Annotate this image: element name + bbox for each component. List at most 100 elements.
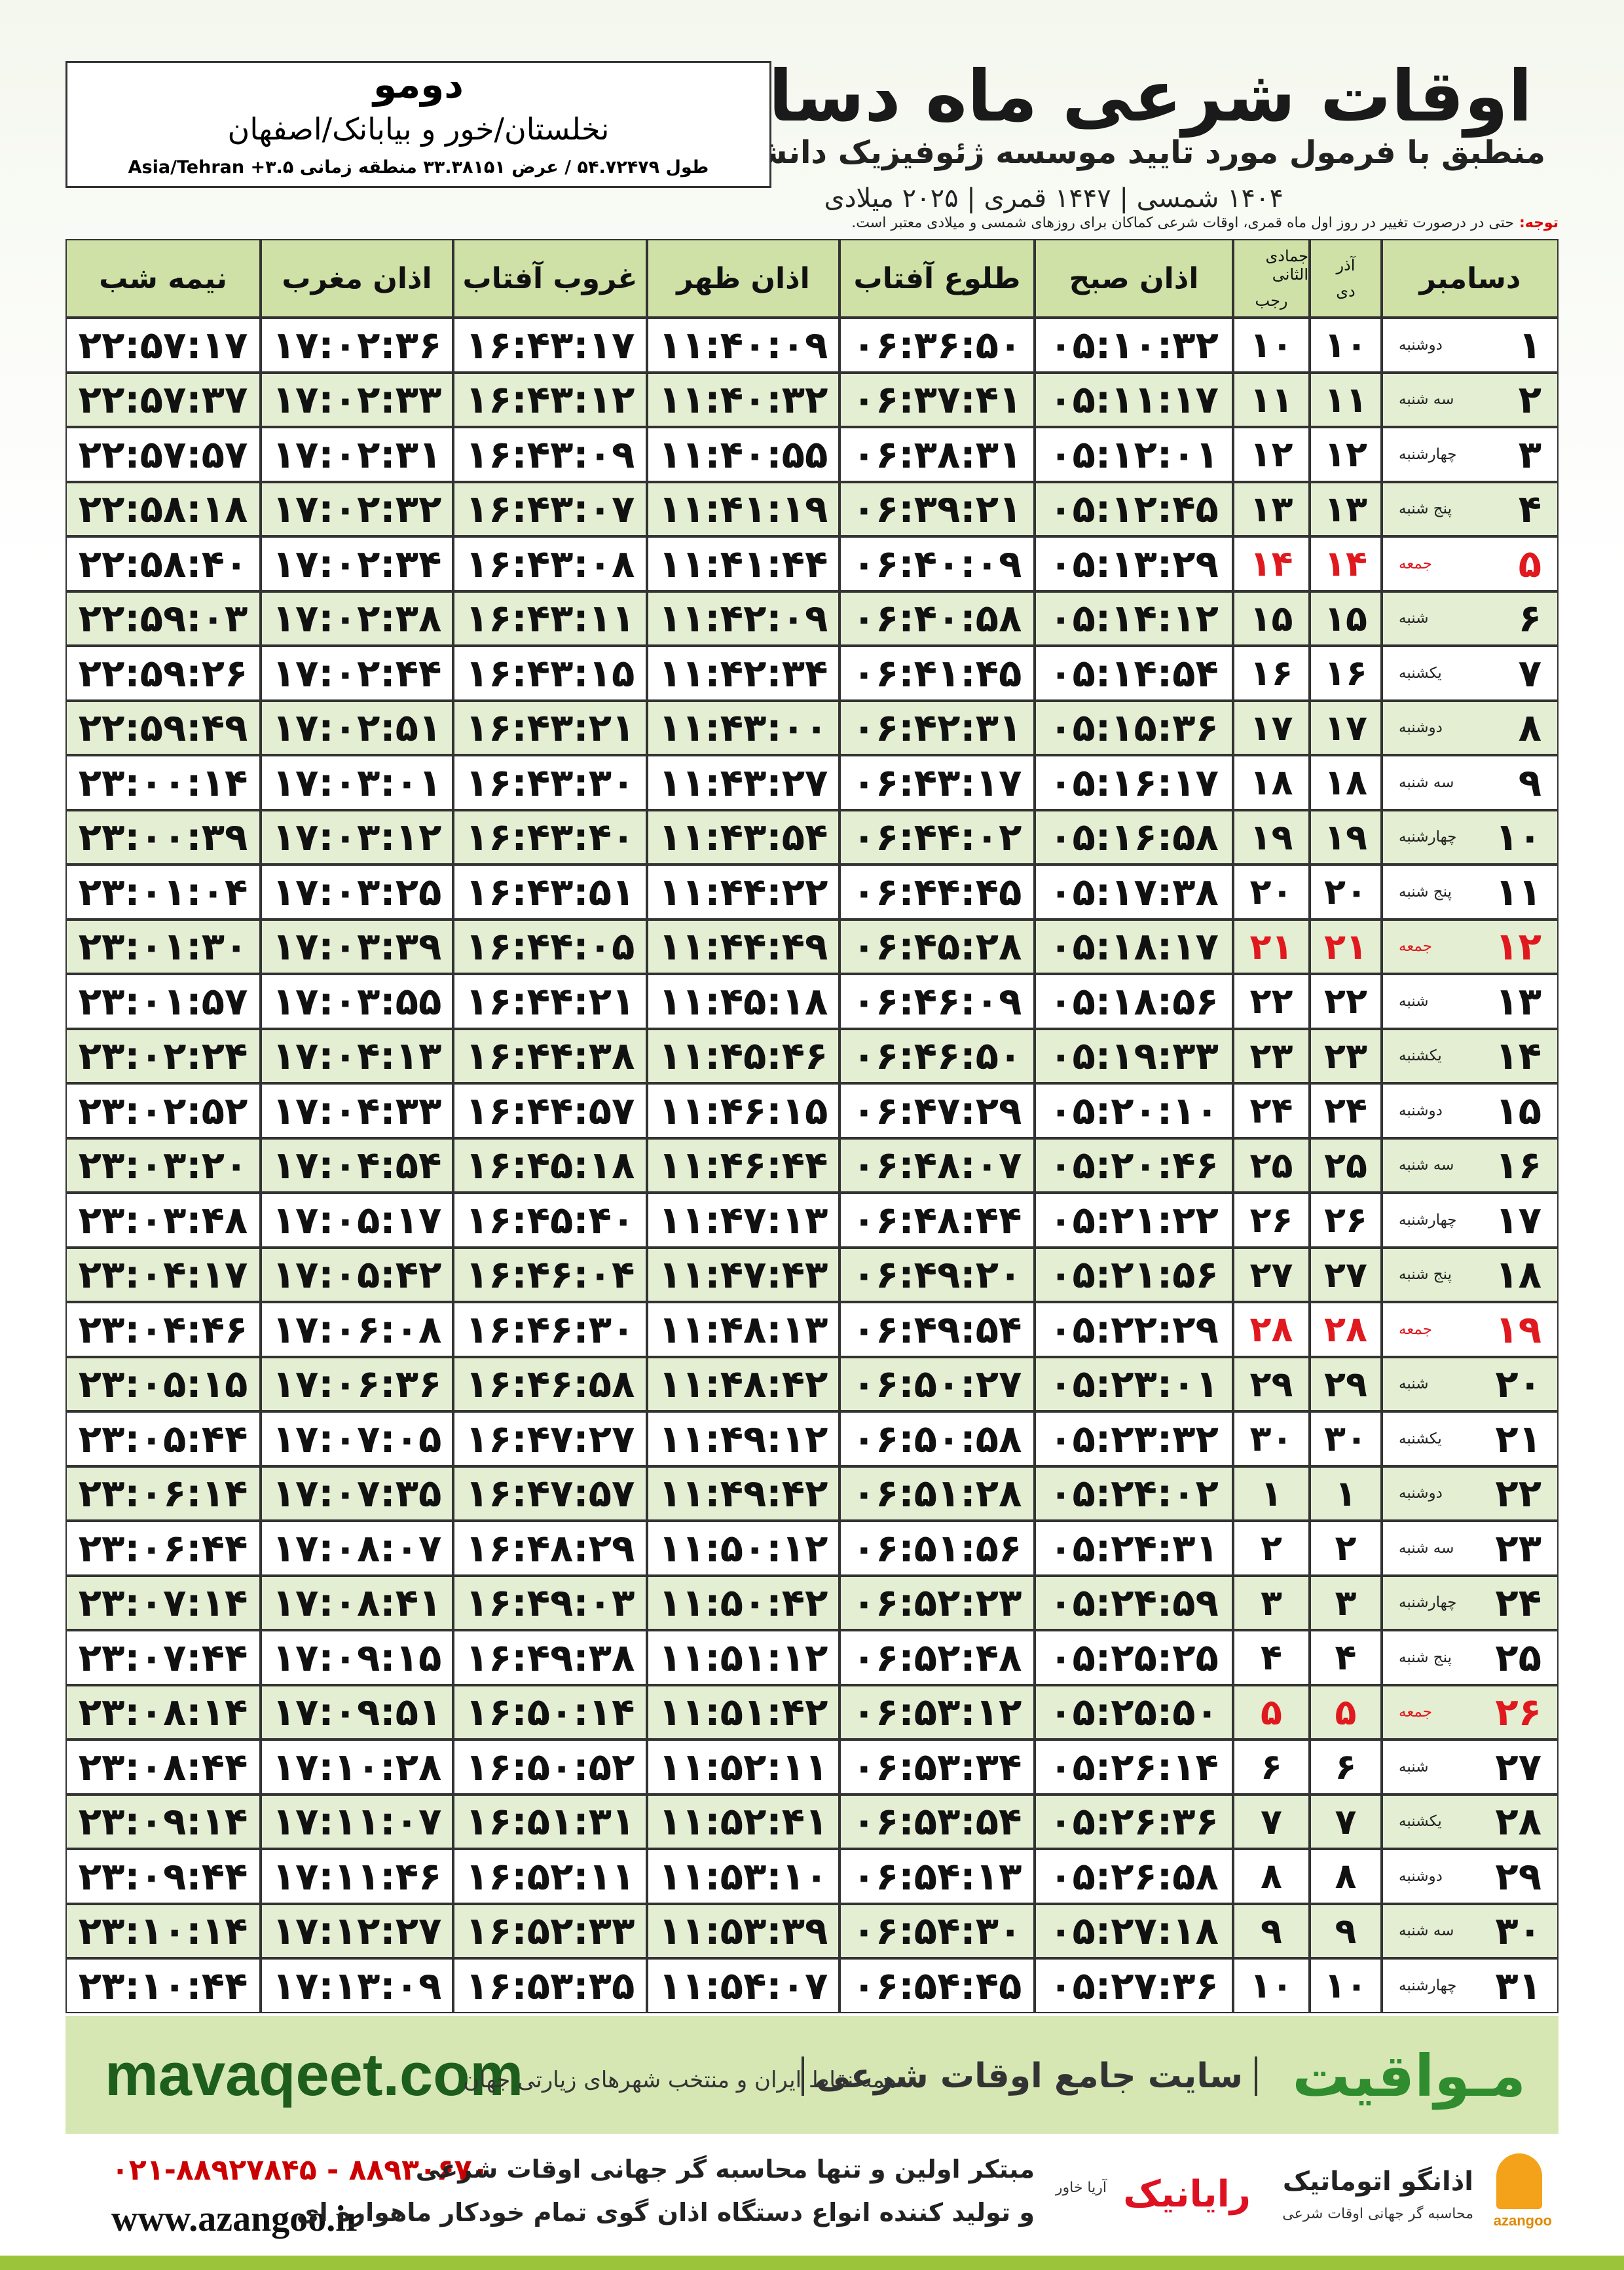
time: ۲۳:۱۰:۱۴ — [65, 1903, 261, 1958]
banner-tagline: همه نقاط ایران و منتخب شهرهای زیارتی جها… — [463, 2066, 897, 2093]
day-cell: ۸ دوشنبه — [1382, 700, 1559, 755]
time: ۱۱:۴۹:۴۲ — [647, 1466, 840, 1521]
time: ۱۶:۴۳:۲۱ — [453, 700, 647, 755]
calendar-day: ۶ — [1310, 1740, 1382, 1795]
calendar-day: ۱ — [1233, 1466, 1310, 1521]
weekday: دوشنبه — [1399, 1485, 1443, 1502]
calendar-day: ۳ — [1233, 1575, 1310, 1630]
location-box — [65, 61, 771, 188]
weekday: یکشنبه — [1399, 1430, 1442, 1447]
time: ۱۶:۴۴:۵۷ — [453, 1083, 647, 1138]
banner-slogan: سایت جامع اوقات شرعی — [802, 2056, 1257, 2096]
column-header: طلوع آفتاب — [840, 239, 1035, 318]
time: ۰۵:۱۱:۱۷ — [1035, 372, 1233, 427]
weekday: جمعه — [1399, 555, 1432, 572]
calendar-day: ۱۲ — [1310, 427, 1382, 482]
time: ۱۶:۴۳:۱۲ — [453, 372, 647, 427]
time: ۰۶:۵۳:۱۲ — [840, 1684, 1035, 1740]
time: ۱۱:۴۳:۵۴ — [647, 809, 840, 865]
column-header: اذان ظهر — [647, 239, 840, 318]
banner — [65, 2015, 1559, 2134]
day-cell: ۲۱ یکشنبه — [1382, 1411, 1559, 1466]
calendar-day: ۱۰ — [1233, 318, 1310, 373]
calendar-day: ۲ — [1233, 1521, 1310, 1576]
time: ۱۷:۰۶:۳۶ — [261, 1356, 453, 1411]
calendar-day: ۱۵ — [1233, 591, 1310, 646]
time: ۱۷:۰۸:۴۱ — [261, 1575, 453, 1630]
time: ۲۳:۰۶:۴۴ — [65, 1521, 261, 1576]
column-header: نیمه شب — [65, 239, 261, 318]
weekday: یکشنبه — [1399, 1047, 1442, 1065]
day-number: ۱۴ — [1495, 1033, 1541, 1079]
calendar-day: ۲۷ — [1233, 1247, 1310, 1302]
calendar-day: ۱۶ — [1310, 646, 1382, 701]
time: ۱۱:۴۱:۴۴ — [647, 536, 840, 591]
time: ۱۷:۰۳:۵۵ — [261, 974, 453, 1029]
time: ۰۶:۵۰:۲۷ — [840, 1356, 1035, 1411]
time: ۱۱:۴۳:۲۷ — [647, 755, 840, 810]
time: ۱۷:۰۴:۵۴ — [261, 1138, 453, 1193]
calendar-day: ۱ — [1310, 1466, 1382, 1521]
time: ۱۶:۴۶:۳۰ — [453, 1302, 647, 1357]
day-number: ۱۸ — [1495, 1252, 1541, 1297]
time: ۲۳:۰۹:۱۴ — [65, 1794, 261, 1849]
time: ۱۷:۰۸:۰۷ — [261, 1521, 453, 1576]
time: ۰۵:۱۸:۱۷ — [1035, 919, 1233, 974]
time: ۰۶:۵۴:۳۰ — [840, 1903, 1035, 1958]
calendar-day: ۱۰ — [1233, 1958, 1310, 2013]
time: ۱۶:۴۳:۱۵ — [453, 646, 647, 701]
day-cell: ۴ پنج شنبه — [1382, 481, 1559, 536]
time: ۲۳:۰۲:۵۲ — [65, 1083, 261, 1138]
time: ۲۳:۰۱:۰۴ — [65, 865, 261, 920]
time: ۰۵:۲۷:۱۸ — [1035, 1903, 1233, 1958]
time: ۱۷:۱۰:۲۸ — [261, 1740, 453, 1795]
time: ۱۷:۰۲:۳۶ — [261, 318, 453, 373]
bottom-rule — [0, 2256, 1624, 2270]
weekday: جمعه — [1399, 938, 1432, 956]
time: ۲۳:۰۵:۱۵ — [65, 1356, 261, 1411]
time: ۱۱:۴۷:۴۳ — [647, 1247, 840, 1302]
time: ۰۵:۱۴:۱۲ — [1035, 591, 1233, 646]
time: ۰۶:۵۴:۴۵ — [840, 1958, 1035, 2013]
column-header: اذان صبح — [1035, 239, 1233, 318]
time: ۲۳:۰۹:۴۴ — [65, 1849, 261, 1904]
time: ۲۲:۵۹:۰۳ — [65, 591, 261, 646]
footer-line1: مبتکر اولین و تنها محاسبه گر جهانی اوقات… — [415, 2154, 1035, 2184]
time: ۰۵:۱۲:۴۵ — [1035, 481, 1233, 536]
column-header: اذان مغرب — [261, 239, 453, 318]
time: ۱۱:۵۳:۱۰ — [647, 1849, 840, 1904]
day-number: ۲۸ — [1495, 1799, 1541, 1844]
day-number: ۲۶ — [1495, 1690, 1541, 1735]
time: ۱۷:۰۲:۳۳ — [261, 372, 453, 427]
time: ۰۶:۴۲:۳۱ — [840, 700, 1035, 755]
calendar-day: ۲۶ — [1233, 1193, 1310, 1248]
time: ۱۱:۵۰:۴۲ — [647, 1575, 840, 1630]
time: ۱۱:۴۵:۴۶ — [647, 1028, 840, 1083]
weekday: یکشنبه — [1399, 1813, 1442, 1831]
calendar-day: ۱۱ — [1233, 372, 1310, 427]
day-cell: ۲۹ دوشنبه — [1382, 1849, 1559, 1904]
calendar-day: ۱۸ — [1233, 755, 1310, 810]
time: ۰۵:۲۶:۱۴ — [1035, 1740, 1233, 1795]
brand3: azangoo — [1493, 2212, 1552, 2229]
time: ۰۵:۱۶:۵۸ — [1035, 809, 1233, 865]
calendar-day: ۶ — [1233, 1740, 1310, 1795]
time: ۱۶:۵۱:۳۱ — [453, 1794, 647, 1849]
calendar-day: ۲۵ — [1233, 1138, 1310, 1193]
time: ۱۱:۵۱:۴۲ — [647, 1684, 840, 1740]
calendar-day: ۱۰ — [1310, 318, 1382, 373]
day-number: ۲۴ — [1495, 1580, 1541, 1626]
day-cell: ۱۵ دوشنبه — [1382, 1083, 1559, 1138]
time: ۱۶:۴۴:۲۱ — [453, 974, 647, 1029]
calendar-day: ۱۶ — [1233, 646, 1310, 701]
time: ۰۵:۱۲:۰۱ — [1035, 427, 1233, 482]
weekday: چهارشنبه — [1399, 445, 1457, 463]
time: ۰۶:۳۷:۴۱ — [840, 372, 1035, 427]
calendar-day: ۲۶ — [1310, 1193, 1382, 1248]
banner-url: mavaqeet.com — [105, 2041, 524, 2108]
time: ۱۱:۴۰:۵۵ — [647, 427, 840, 482]
time: ۰۶:۵۲:۴۸ — [840, 1630, 1035, 1685]
day-cell: ۲۵ پنج شنبه — [1382, 1630, 1559, 1685]
brand1: رایانیک — [1123, 2172, 1251, 2216]
calendar-day: ۲۲ — [1310, 974, 1382, 1029]
